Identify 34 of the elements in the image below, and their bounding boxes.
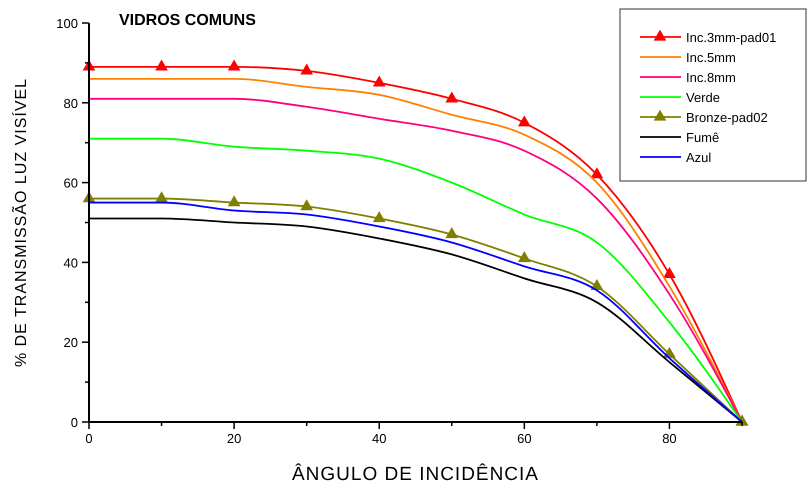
point (445, 91, 458, 102)
legend-label: Inc.5mm (686, 50, 736, 65)
point (300, 199, 314, 210)
x-tick-label: 60 (517, 431, 532, 446)
legend-label: Verde (686, 90, 720, 105)
chart-title: VIDROS COMUNS (119, 12, 256, 29)
point (372, 76, 386, 87)
point (155, 60, 168, 71)
point (300, 64, 314, 75)
legend-label: Inc.8mm (686, 70, 736, 85)
point (518, 251, 531, 262)
x-axis-title: ÂNGULO DE INCIDÊNCIA (292, 463, 539, 485)
y-tick-label: 60 (64, 176, 78, 191)
point (228, 195, 240, 206)
point (372, 211, 386, 222)
y-tick-label: 0 (70, 415, 78, 430)
y-tick-label: 20 (64, 335, 78, 350)
y-tick-label: 80 (64, 96, 78, 111)
legend-label: Inc.3mm-pad01 (686, 30, 776, 45)
legend-label: Azul (686, 150, 712, 165)
y-axis-title: % DE TRANSMISSÃO LUZ VISÍVEL (11, 78, 30, 368)
point (663, 267, 676, 278)
legend-label: Bronze-pad02 (686, 110, 768, 125)
point (590, 167, 604, 178)
point (228, 60, 240, 71)
y-tick-label: 100 (56, 16, 78, 31)
point (445, 227, 458, 238)
x-tick-label: 40 (372, 431, 386, 446)
legend-label: Fumê (686, 130, 720, 145)
x-tick-label: 0 (85, 431, 93, 446)
point (518, 115, 531, 126)
y-tick-label: 40 (64, 255, 78, 270)
x-tick-label: 20 (226, 431, 242, 446)
x-tick-label: 80 (662, 431, 677, 446)
